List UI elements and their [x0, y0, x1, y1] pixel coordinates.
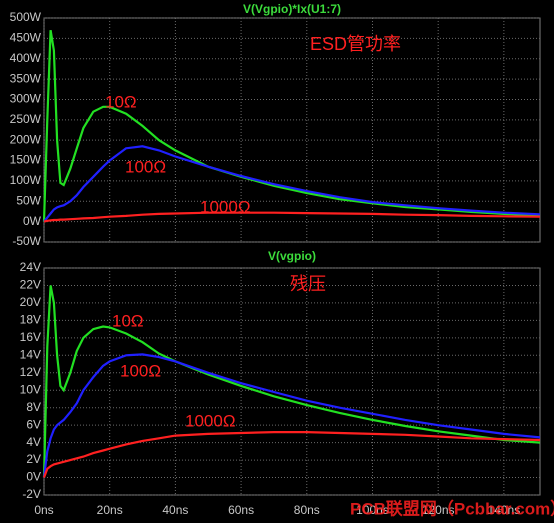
annotation: 残压: [290, 274, 326, 294]
series-line: [42, 30, 541, 222]
x-tick-label: 140ns: [488, 503, 521, 517]
series-label: 10Ω: [105, 92, 137, 111]
series-line: [43, 145, 541, 223]
y-tick-label: 150W: [10, 153, 42, 167]
y-tick-label: 500W: [10, 10, 42, 24]
series-label: 1000Ω: [185, 411, 236, 430]
y-tick-label: 4V: [26, 435, 41, 449]
y-tick-label: 450W: [10, 31, 42, 45]
y-tick-label: 24V: [20, 260, 41, 274]
y-tick-label: 8V: [26, 400, 41, 414]
y-tick-label: 200W: [10, 132, 42, 146]
series-line: [42, 285, 541, 478]
y-tick-label: -50W: [12, 234, 41, 248]
y-tick-label: 250W: [10, 112, 42, 126]
x-tick-label: 0ns: [34, 503, 53, 517]
y-tick-label: 50W: [16, 193, 41, 207]
watermark: PCB联盟网（Pcbbar.com）: [350, 498, 554, 518]
y-tick-label: 2V: [26, 452, 41, 466]
y-tick-label: 20V: [20, 295, 41, 309]
series-line: [42, 353, 541, 478]
y-tick-label: 400W: [10, 51, 42, 65]
x-tick-label: 120ns: [422, 503, 455, 517]
y-tick-label: 14V: [20, 347, 41, 361]
y-tick-label: 0V: [26, 470, 41, 484]
y-tick-label: 300W: [10, 92, 42, 106]
x-tick-label: 20ns: [97, 503, 123, 517]
series-label: 10Ω: [112, 311, 144, 330]
y-tick-label: 16V: [20, 330, 41, 344]
series-line: [43, 211, 541, 223]
y-tick-label: 10V: [20, 382, 41, 396]
annotation: ESD管功率: [310, 34, 401, 54]
chart-title: V(Vgpio)*Ix(U1:7): [243, 2, 341, 16]
y-tick-label: 6V: [26, 417, 41, 431]
x-tick-label: 100ns: [356, 503, 389, 517]
series-label: 100Ω: [125, 157, 166, 176]
y-tick-label: 350W: [10, 71, 42, 85]
series-label: 1000Ω: [200, 197, 251, 216]
series-line: [42, 431, 541, 478]
plot-area: [43, 267, 541, 496]
y-tick-label: 18V: [20, 313, 41, 327]
y-tick-label: -2V: [22, 487, 41, 501]
y-tick-label: 0W: [23, 214, 42, 228]
x-tick-label: 80ns: [294, 503, 320, 517]
y-tick-label: 100W: [10, 173, 42, 187]
series-label: 100Ω: [120, 361, 161, 380]
plot-area: [43, 17, 541, 243]
y-tick-label: 12V: [20, 365, 41, 379]
x-tick-label: 40ns: [162, 503, 188, 517]
y-tick-label: 22V: [20, 278, 41, 292]
chart-title: V(vgpio): [268, 249, 316, 263]
x-tick-label: 60ns: [228, 503, 254, 517]
